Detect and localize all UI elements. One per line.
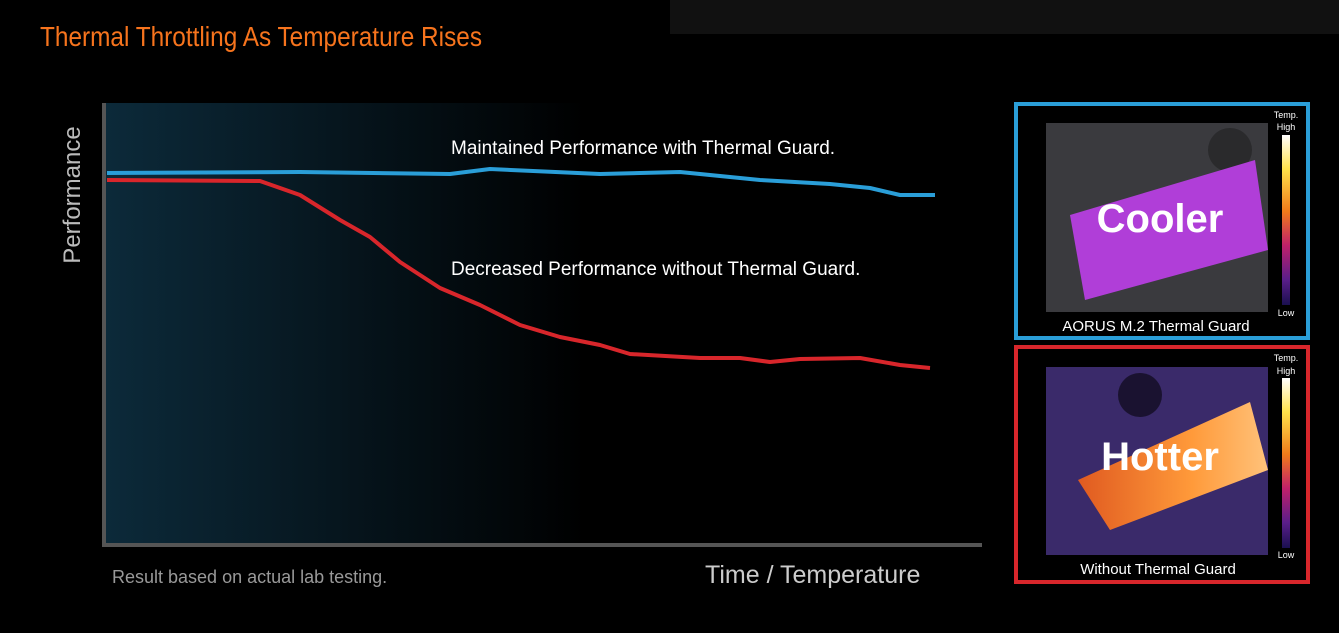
heat-scale — [1282, 378, 1290, 548]
drive-shape — [1070, 160, 1268, 300]
panel-label: Cooler — [1097, 197, 1224, 241]
heat-scale — [1282, 135, 1290, 305]
plot-area — [104, 103, 980, 545]
image-detail — [1118, 373, 1162, 417]
x-axis-label: Time / Temperature — [705, 561, 920, 589]
line-label: Maintained Performance with Thermal Guar… — [451, 138, 835, 159]
line-without-guard — [106, 178, 931, 370]
y-axis-label: Performance — [59, 126, 86, 263]
scale-low: Low — [1278, 550, 1295, 560]
scale-high: High — [1277, 366, 1296, 376]
scale-title: Temp. — [1274, 353, 1299, 363]
drive-shape — [1078, 402, 1268, 530]
line-label: Decreased Performance without Thermal Gu… — [451, 259, 860, 280]
line-with-guard — [106, 167, 935, 197]
title: Thermal Throttling As Temperature Rises — [40, 21, 482, 52]
panel-label: Hotter — [1101, 435, 1219, 479]
scale-low: Low — [1278, 308, 1295, 318]
scale-title: Temp. — [1274, 110, 1299, 120]
image-detail — [1208, 128, 1252, 172]
panel-caption: AORUS M.2 Thermal Guard — [1062, 318, 1249, 335]
panel-caption: Without Thermal Guard — [1080, 561, 1236, 578]
scale-high: High — [1277, 122, 1296, 132]
note: Result based on actual lab testing. — [112, 567, 387, 587]
top-band — [670, 0, 1339, 34]
